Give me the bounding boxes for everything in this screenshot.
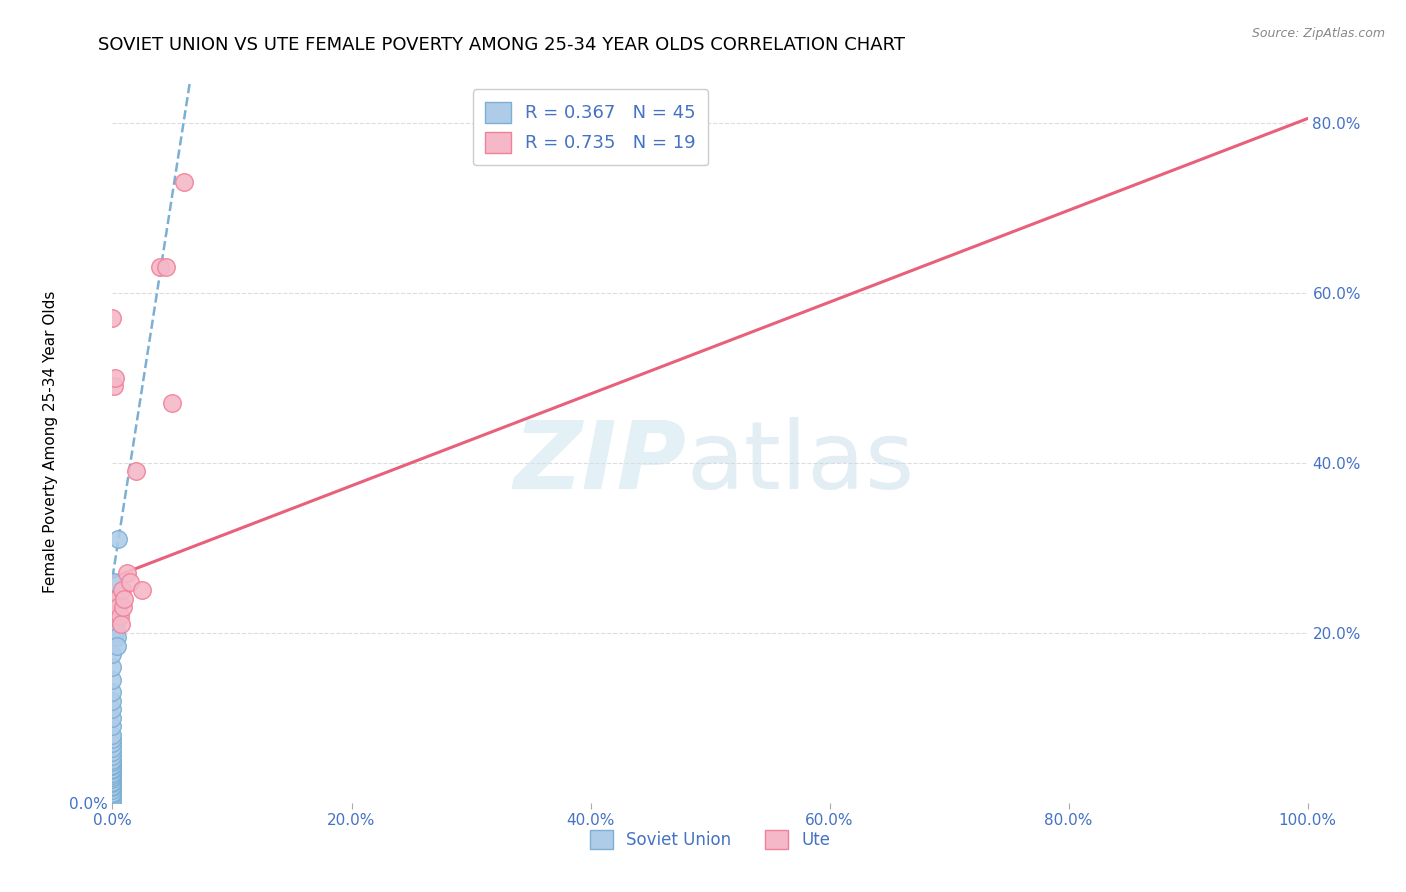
Point — [101, 783, 124, 797]
Point — [101, 755, 124, 769]
Point — [101, 719, 124, 733]
Point — [101, 764, 124, 778]
Point — [104, 625, 127, 640]
Point — [111, 583, 134, 598]
Point — [101, 780, 124, 795]
Text: ZIP: ZIP — [513, 417, 686, 509]
Point — [155, 260, 177, 275]
Point — [131, 583, 153, 598]
Point — [101, 660, 124, 674]
Point — [101, 740, 124, 755]
Point — [101, 789, 124, 803]
Point — [101, 776, 124, 790]
Point — [162, 396, 183, 410]
Text: SOVIET UNION VS UTE FEMALE POVERTY AMONG 25-34 YEAR OLDS CORRELATION CHART: SOVIET UNION VS UTE FEMALE POVERTY AMONG… — [98, 36, 905, 54]
Point — [105, 608, 128, 623]
Legend: Soviet Union, Ute: Soviet Union, Ute — [583, 823, 837, 856]
Point — [101, 787, 124, 801]
Point — [103, 608, 125, 623]
Text: Source: ZipAtlas.com: Source: ZipAtlas.com — [1251, 27, 1385, 40]
Point — [101, 779, 124, 793]
Point — [101, 673, 124, 687]
Point — [101, 772, 124, 786]
Point — [105, 613, 128, 627]
Point — [101, 766, 124, 780]
Point — [105, 630, 128, 644]
Point — [101, 694, 124, 708]
Point — [104, 371, 127, 385]
Point — [125, 464, 148, 478]
Point — [112, 600, 135, 615]
Point — [105, 622, 128, 636]
Point — [101, 311, 124, 326]
Point — [114, 591, 135, 606]
Point — [107, 600, 129, 615]
Point — [108, 608, 131, 623]
Point — [101, 711, 124, 725]
Point — [101, 762, 124, 776]
Point — [101, 647, 124, 661]
Point — [101, 728, 124, 742]
Point — [101, 685, 124, 699]
Point — [115, 566, 138, 581]
Point — [110, 617, 132, 632]
Point — [101, 759, 124, 773]
Point — [101, 757, 124, 772]
Point — [101, 791, 124, 805]
Point — [101, 745, 124, 759]
Point — [101, 732, 124, 747]
Text: atlas: atlas — [686, 417, 914, 509]
Point — [103, 379, 125, 393]
Y-axis label: Female Poverty Among 25-34 Year Olds: Female Poverty Among 25-34 Year Olds — [42, 291, 58, 592]
Point — [105, 639, 128, 653]
Point — [105, 591, 128, 606]
Point — [149, 260, 172, 275]
Point — [107, 533, 129, 547]
Point — [103, 574, 125, 589]
Point — [101, 768, 124, 782]
Point — [101, 736, 124, 750]
Point — [120, 574, 142, 589]
Point — [101, 774, 124, 789]
Point — [101, 796, 124, 810]
Point — [104, 617, 127, 632]
Point — [101, 753, 124, 767]
Point — [101, 786, 124, 800]
Point — [101, 702, 124, 716]
Point — [173, 175, 195, 189]
Point — [101, 770, 124, 784]
Point — [101, 749, 124, 764]
Point — [104, 600, 127, 615]
Point — [103, 591, 125, 606]
